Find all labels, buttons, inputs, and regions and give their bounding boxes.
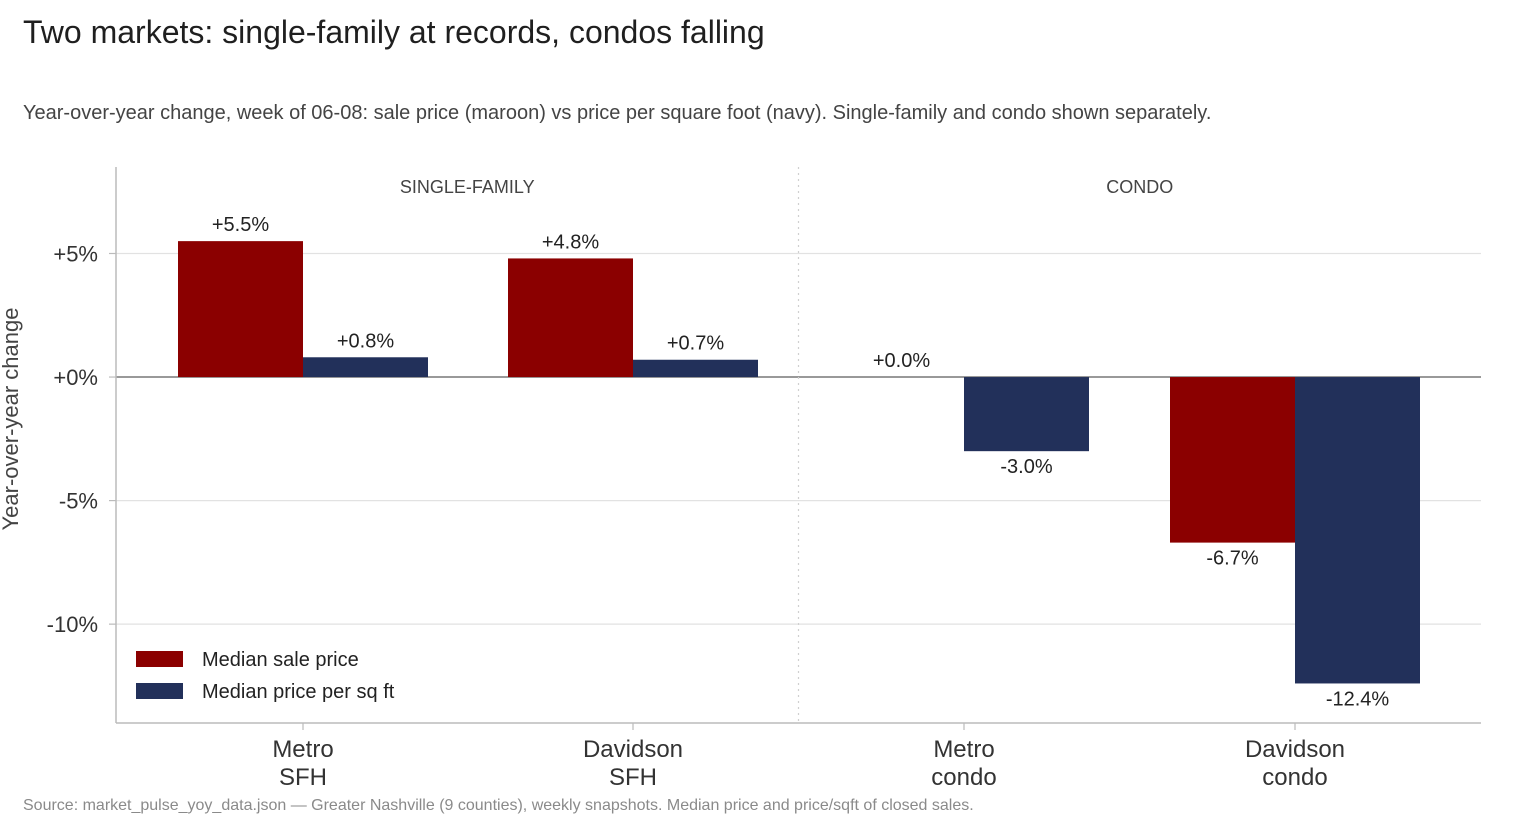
bar-price-per-sqft <box>633 359 758 378</box>
legend-label: Median sale price <box>202 649 359 671</box>
y-tick-label: +0% <box>53 365 98 390</box>
bar-sale-price <box>508 258 633 378</box>
panel-title: CONDO <box>1106 177 1173 197</box>
data-label: +0.0% <box>873 350 930 372</box>
y-tick-label: -10% <box>47 612 98 637</box>
x-tick-label: Metro SFH <box>272 736 333 791</box>
bar-price-per-sqft <box>1295 377 1420 684</box>
panel-title: SINGLE-FAMILY <box>400 177 535 197</box>
legend: Median sale price Median price per sq ft <box>136 649 395 703</box>
data-label: -3.0% <box>1000 456 1052 478</box>
bar-sale-price <box>178 241 303 378</box>
legend-swatch <box>136 683 183 699</box>
y-axis-label: Year-over-year change <box>0 308 23 531</box>
data-label: +0.8% <box>337 330 394 352</box>
x-tick-label: Davidson condo <box>1245 736 1345 791</box>
bar-price-per-sqft <box>964 377 1089 452</box>
data-label: +4.8% <box>542 231 599 253</box>
x-tick-label: Davidson SFH <box>583 736 683 791</box>
y-tick-label: +5% <box>53 241 98 266</box>
y-tick-label: -5% <box>59 489 98 514</box>
x-tick-label: Metro condo <box>931 736 996 791</box>
legend-label: Median price per sq ft <box>202 681 395 703</box>
bars <box>178 241 1420 684</box>
bar-price-per-sqft <box>303 357 428 378</box>
data-label: -6.7% <box>1206 548 1258 570</box>
data-label: -12.4% <box>1326 688 1390 710</box>
axes: +5% +0% -5% -10% SINGLE-FAMILY CONDO Year-over… <box>0 167 1481 791</box>
data-labels: +5.5% +4.8% +0.0% -6.7% +0.8% +0.7% -3.0% -12.4… <box>212 214 1390 710</box>
bar-sale-price <box>1170 377 1295 543</box>
legend-swatch <box>136 651 183 667</box>
data-label: +5.5% <box>212 214 269 236</box>
chart-subtitle: Year-over-year change, week of 06-08: sa… <box>23 102 1212 124</box>
source-note: Source: market_pulse_yoy_data.json — Gre… <box>23 797 974 814</box>
data-label: +0.7% <box>667 333 724 355</box>
chart-title: Two markets: single-family at records, c… <box>23 14 765 50</box>
